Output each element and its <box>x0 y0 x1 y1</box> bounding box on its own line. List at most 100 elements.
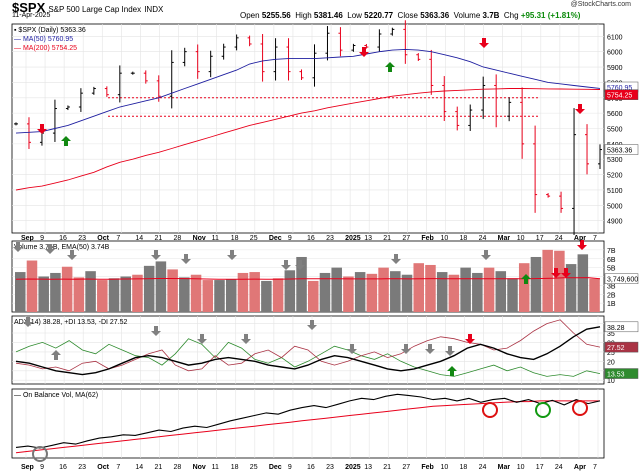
price-tick-label: 5300 <box>607 157 623 164</box>
volume-signal-arrow-13 <box>561 268 571 278</box>
x-axis-label-mid: 13 <box>364 235 372 242</box>
volume-bar <box>401 274 413 312</box>
volume-bar <box>132 274 143 312</box>
volume-bar <box>143 265 155 312</box>
x-axis-label: 18 <box>231 464 239 471</box>
volume-tick-label: 5B <box>607 266 616 273</box>
tag-ma50: 5760.95 <box>607 85 632 92</box>
x-axis-label: 13 <box>364 464 372 471</box>
x-axis-label: 21 <box>154 464 162 471</box>
low-label: Low <box>347 11 362 20</box>
volume-bar <box>26 260 38 312</box>
volume-bar <box>179 277 190 312</box>
volume-signal-arrow-7 <box>281 260 291 270</box>
tag-close: 5363.36 <box>607 148 632 155</box>
chart-date: 11-Apr-2025 <box>12 12 51 19</box>
x-axis-label: 11 <box>212 464 219 471</box>
volume-bar <box>425 264 436 312</box>
x-axis-label-mid: 21 <box>383 235 391 242</box>
price-tick-label: 5900 <box>607 65 623 72</box>
symbol-title: $SPX S&P 500 Large Cap Index INDX <box>12 0 163 15</box>
x-axis-label-mid: 18 <box>460 235 468 242</box>
x-axis-label: 9 <box>288 464 292 471</box>
volume-signal-arrow-6 <box>227 250 237 260</box>
volume-bar <box>413 263 424 312</box>
x-axis-label-mid: 9 <box>40 235 44 242</box>
x-axis-label: Oct <box>97 464 109 471</box>
x-axis-label: 18 <box>460 464 468 471</box>
quote-line: Open 5255.56 High 5381.46 Low 5220.77 Cl… <box>240 11 580 20</box>
x-axis-label: 16 <box>59 464 67 471</box>
legend-price: ▪ $SPX (Daily) 5363.36 <box>14 27 86 34</box>
x-axis-label-mid: 27 <box>402 235 410 242</box>
volume-ema-line <box>15 277 601 280</box>
x-axis-label-mid: 23 <box>78 235 86 242</box>
x-axis-label-mid: 18 <box>231 235 239 242</box>
tag-volume-ema: 3,749,600 <box>607 277 638 284</box>
volume-signal-arrow-1 <box>13 242 23 252</box>
x-axis-label-mid: Dec <box>269 235 282 242</box>
volume-signal-arrow-9 <box>391 254 401 264</box>
volume-signal-arrow-3 <box>67 250 77 260</box>
x-axis-label: 24 <box>555 464 563 471</box>
x-axis-label: 28 <box>174 464 182 471</box>
price-tick-label: 5100 <box>607 188 623 195</box>
adx-signal-arrow-11 <box>465 334 475 344</box>
obv-signal-circle-1 <box>32 446 48 462</box>
x-axis-label-mid: Sep <box>21 235 34 242</box>
x-axis-label-mid: 7 <box>116 235 120 242</box>
volume-bar <box>237 272 249 312</box>
adx-tick-label: 10 <box>607 378 615 385</box>
volume-signal-arrow-11 <box>521 274 531 284</box>
x-axis-label: 2025 <box>345 464 361 471</box>
price-signal-arrow-6 <box>575 104 585 114</box>
x-axis-label-mid: Apr <box>574 235 586 242</box>
symbol: $SPX <box>12 0 46 15</box>
volume-tick-label: 3B <box>607 283 616 290</box>
x-axis-label-mid: 2025 <box>345 235 361 242</box>
volume-bar <box>308 280 319 312</box>
x-axis-label-mid: 28 <box>174 235 182 242</box>
volume-bar <box>85 271 96 312</box>
ma50-line <box>15 48 601 134</box>
x-axis-label-mid: 16 <box>307 235 315 242</box>
tag-ma200-box <box>604 89 639 100</box>
volume-bar <box>261 280 272 312</box>
x-axis-label-mid: 9 <box>288 235 292 242</box>
x-axis-label: 23 <box>78 464 86 471</box>
volume-bar <box>120 276 131 312</box>
volume-signal-arrow-14 <box>577 240 587 250</box>
volume-bar <box>190 274 202 312</box>
volume-bar <box>225 279 237 312</box>
volume-tick-label: 2B <box>607 292 616 299</box>
volume-bar <box>343 276 354 312</box>
adx-title: ADX(14) 38.28, +DI 13.53, -DI 27.52 <box>14 319 128 326</box>
high-value: 5381.46 <box>313 11 343 20</box>
price-tick-label: 6000 <box>607 50 623 57</box>
price-tick-label: 6100 <box>607 34 623 41</box>
x-axis-label: Mar <box>498 464 511 471</box>
legend-ma50: — MA(50) 5760.95 <box>14 36 73 43</box>
tag-volume-ema-box <box>604 273 639 284</box>
x-axis-label: 10 <box>517 464 525 471</box>
adx-signal-arrow-6 <box>307 320 317 330</box>
volume-value: 3.7B <box>482 11 500 20</box>
ma200-line <box>15 88 601 191</box>
price-tick-label: 5000 <box>607 203 623 210</box>
price-signal-arrow-3 <box>359 47 369 57</box>
chg-value: +95.31 (+1.81%) <box>520 11 581 20</box>
open-label: Open <box>240 11 260 20</box>
close-label: Close <box>397 11 418 20</box>
x-axis-label-mid: 24 <box>479 235 487 242</box>
tag-plus-di: 13.53 <box>607 372 625 379</box>
x-axis-label-mid: 11 <box>212 235 219 242</box>
volume-signal-arrow-12 <box>551 268 561 278</box>
x-axis-label: 7 <box>593 464 597 471</box>
index-name: S&P 500 Large Cap Index <box>48 5 142 14</box>
adx-signal-arrow-9 <box>425 344 435 354</box>
adx-tick-label: 25 <box>607 350 615 357</box>
obv-signal-circle-4 <box>572 400 588 416</box>
adx-signal-arrow-7 <box>347 344 357 354</box>
volume-bar <box>542 249 553 312</box>
